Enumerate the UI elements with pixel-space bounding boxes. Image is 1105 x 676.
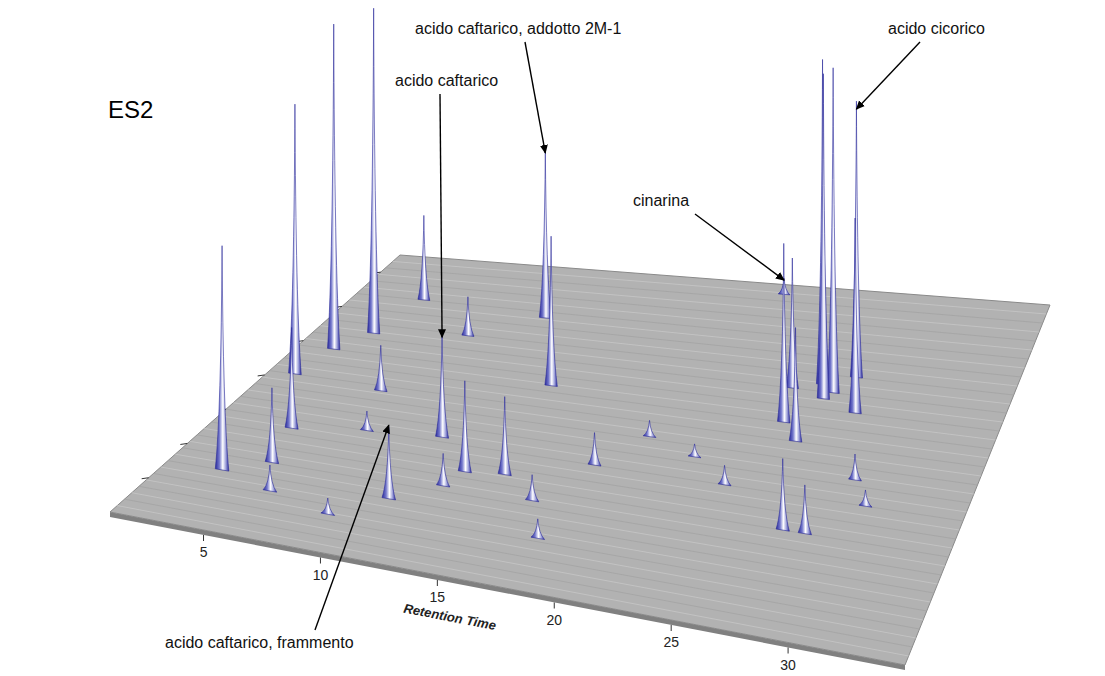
annotation: acido caftarico, addotto 2M-1 [415,20,621,37]
x-tick [554,603,555,609]
floor-texture [117,506,908,656]
peak [798,485,811,535]
x-tick-label: 15 [430,589,446,605]
peak [436,333,449,438]
peak [859,490,872,507]
x-tick-label: 5 [200,544,208,560]
floor-texture [233,403,966,512]
floor-texture [349,300,1024,368]
peak [374,345,387,391]
annotation-arrow [315,425,389,630]
peak [849,218,861,414]
x-tick [203,535,204,541]
peak [525,475,538,502]
annotation: acido caftarico, frammento [165,634,354,651]
peak [545,236,557,386]
peak [328,24,340,350]
peak [498,397,511,476]
floor-texture [204,428,952,548]
annotation-bg [163,633,356,652]
peaks [215,8,872,539]
floor-texture [175,454,937,584]
annotation-bg [393,71,500,90]
floor-texture [212,422,956,539]
x-tick [320,558,321,564]
peak [215,246,229,471]
annotation: acido caftarico [395,72,498,89]
peak [776,459,789,532]
annotation: acido cicorico [888,20,985,37]
annotation-arrow [440,94,442,337]
floor-texture [255,384,978,486]
peak [827,68,839,394]
peak [285,327,298,429]
peak [289,104,302,375]
peak [265,388,278,464]
floor-texture [306,339,1003,422]
annotation-arrow [525,42,545,153]
peak [718,465,731,485]
y-tick [142,478,149,479]
floor-texture [328,319,1014,395]
floor-texture [299,345,1000,431]
x-tick-label: 30 [780,657,796,673]
peak [321,498,335,515]
peak [539,149,551,319]
x-tick-label: 25 [663,634,679,650]
floor-texture [357,294,1029,359]
x-tick-label: 10 [313,567,329,583]
peak [789,328,802,443]
floor-texture [226,409,963,521]
floor-texture [190,441,945,566]
peak [436,453,449,487]
floor-texture [291,351,995,440]
floor-texture [284,358,992,449]
x-tick [437,580,438,586]
peak [458,381,471,473]
x-tick-label: 20 [546,612,562,628]
floor [110,255,1050,665]
peak [368,8,380,334]
peak [531,519,545,540]
floor-texture [378,274,1039,332]
floor-texture [364,287,1032,350]
floor-texture [154,473,927,611]
peak [263,465,277,492]
floor-texture [386,268,1043,323]
floor-texture [262,377,981,476]
title: ES2 [108,96,153,123]
peak [817,74,829,400]
floor-texture [139,486,920,629]
peak [688,444,701,458]
annotation-bg [413,19,623,38]
x-tick [671,625,672,631]
x-tick [788,648,789,654]
annotation-arrow [856,42,920,109]
annotation-bg [631,191,691,210]
floor-texture [335,313,1018,386]
y-tick [180,443,187,444]
x-axis-title: Retention Time [402,601,497,633]
annotation: cinarina [633,192,689,209]
peak [643,420,656,437]
annotation-arrow [695,214,784,280]
chart: 5 10 15 20 25 30 Retention Time ES2 acido caftar… [0,0,1105,676]
floor-texture [183,448,942,575]
floor-texture [371,281,1036,341]
peak [418,215,430,300]
floor-texture [313,332,1007,413]
floor-texture [161,467,931,602]
peak [778,243,790,423]
floor-texture [393,261,1047,314]
peak [462,297,474,337]
peak [360,411,373,431]
floor-texture [219,416,960,530]
y-tick [258,375,265,376]
peak [588,433,601,466]
annotation-bg [886,19,987,38]
peak [849,454,862,481]
